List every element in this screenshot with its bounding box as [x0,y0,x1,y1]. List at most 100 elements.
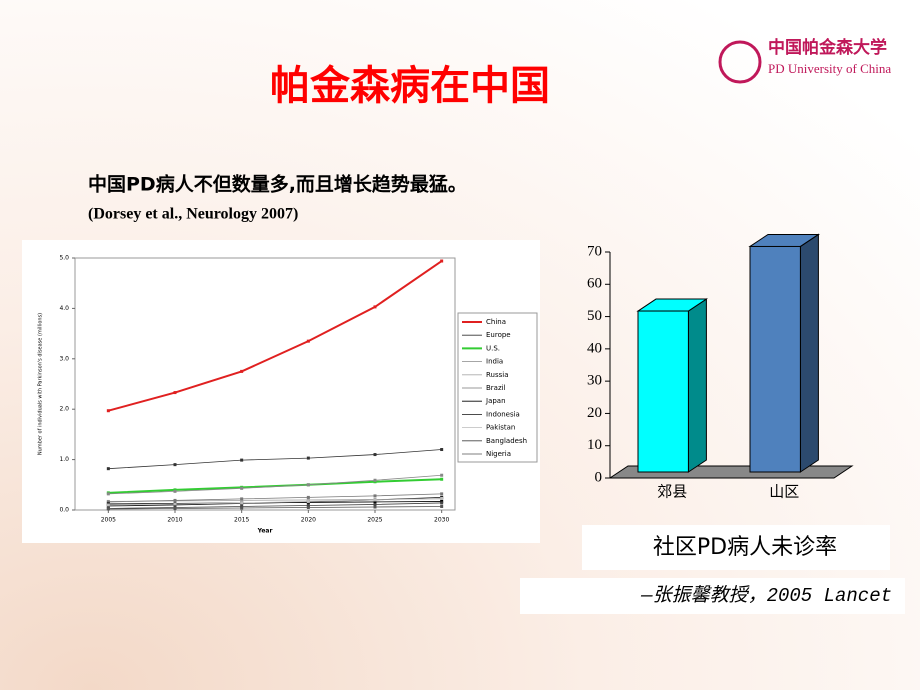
y-tick-label: 60 [587,276,602,292]
x-tick-label: 郊县 [657,483,687,501]
point [440,499,444,503]
point [106,409,110,413]
legend-label: Pakistan [486,424,515,432]
series-line [108,498,442,506]
slide-title: 帕金森病在中国 [270,63,550,109]
y-tick-label: 4.0 [59,305,69,312]
point [373,453,377,457]
point [106,492,110,496]
x-axis-label: Year [257,528,273,535]
y-tick-label: 70 [587,243,602,259]
point [106,467,110,471]
point [373,305,377,309]
point [440,504,444,508]
point [440,501,444,505]
series-line [108,506,442,510]
citation-box [520,578,905,614]
point [306,339,310,343]
point [306,505,310,509]
point [306,499,310,503]
point [440,477,444,481]
legend-label: India [486,358,503,366]
x-tick-label: 山区 [769,483,799,501]
x-tick-label: 2030 [434,517,449,524]
point [440,448,444,452]
x-tick-label: 2010 [167,517,182,524]
y-tick-label: 50 [587,308,602,324]
point [373,502,377,506]
point [373,494,377,498]
bar [749,245,801,473]
y-tick-label: 2.0 [59,406,69,413]
y-axis-label: Number of individuals with Parkinson's d… [38,313,44,455]
y-tick-label: 3.0 [59,355,69,362]
point [240,458,244,462]
legend-label: U.S. [486,344,500,352]
point [240,501,244,505]
legend-label: Bangladesh [486,437,527,445]
point [173,498,177,502]
plot-area [74,257,456,511]
legend-label: Nigeria [486,450,511,458]
point [173,502,177,506]
citation: —张振馨教授，2005 Lancet [640,585,892,607]
legend-label: Russia [486,371,509,379]
caption-box [582,525,890,570]
point [240,506,244,510]
series-line [108,449,442,470]
legend-label: China [486,318,506,326]
legend-label: Europe [486,331,511,339]
legend [457,312,538,463]
series-line [108,260,443,412]
y-tick-label: 5.0 [59,255,69,262]
point [173,489,177,493]
source: (Dorsey et al., Neurology 2007) [88,206,298,223]
point [306,498,310,502]
series-line [108,493,442,503]
point [106,507,110,511]
point [306,483,310,487]
bar-side [687,298,707,473]
x-tick-label: 2015 [234,517,249,524]
point [306,503,310,507]
point [373,478,377,482]
point [240,504,244,508]
y-tick-label: 40 [587,340,602,356]
x-tick-label: 2025 [367,517,382,524]
caption: 社区PD病人未诊率 [653,535,837,560]
point [240,369,244,373]
series-line [108,478,442,494]
point [373,480,377,484]
point [173,391,177,395]
point [173,488,177,492]
point [106,500,110,504]
bar [637,310,689,473]
point [373,498,377,502]
legend-label: Indonesia [486,410,520,418]
point [440,492,444,496]
point [306,456,310,460]
legend-label: Japan [485,397,506,405]
x-tick-label: 2005 [101,517,116,524]
y-tick-label: 1.0 [59,456,69,463]
subtitle: 中国PD病人不但数量多,而且增长趋势最猛。 [88,173,467,196]
logo-cn: 中国帕金森大学 [768,37,887,58]
logo-mark [718,40,762,84]
point [306,495,310,499]
series-line [108,474,442,495]
point [173,506,177,510]
point [373,500,377,504]
bar-side [799,233,819,473]
point [173,463,177,467]
y-tick-label: 0.0 [59,507,69,514]
y-tick-label: 10 [587,437,602,453]
point [106,503,110,507]
point [240,486,244,490]
y-tick-label: 20 [587,405,602,421]
y-tick-label: 0 [595,469,603,485]
x-tick-label: 2020 [301,517,316,524]
point [440,259,444,263]
series-line [108,502,442,509]
logo-en: PD University of China [768,61,891,76]
